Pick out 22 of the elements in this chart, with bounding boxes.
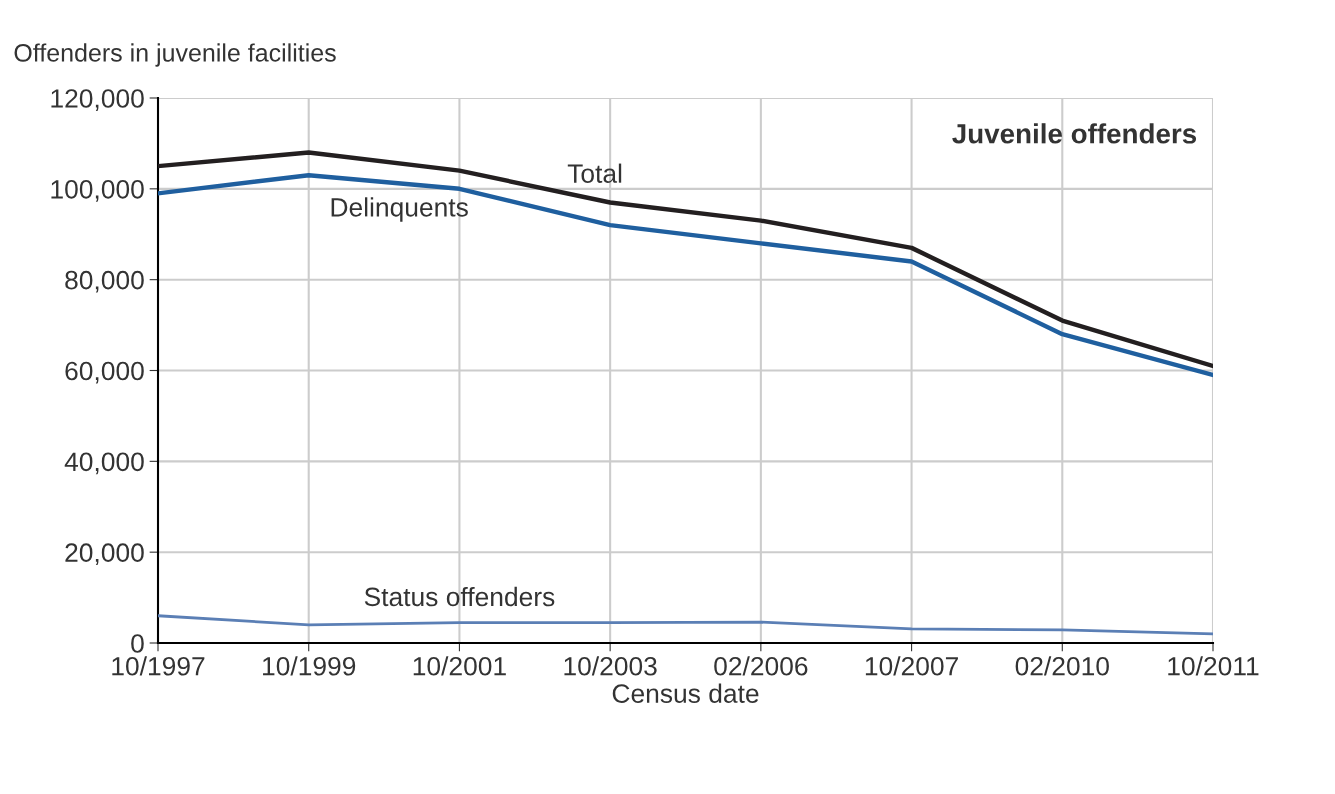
x-axis-title: Census date	[612, 683, 759, 703]
y-tick-label: 80,000	[65, 270, 144, 293]
y-tick-label: 0	[131, 634, 144, 653]
x-tick-label: 02/2006	[714, 656, 808, 676]
y-tick-label: 60,000	[65, 361, 144, 384]
line-series	[158, 614, 1213, 636]
x-tick-label: 10/2007	[865, 656, 958, 676]
y-tick-label: 40,000	[64, 452, 144, 475]
y-tick-label: 20,000	[65, 543, 144, 566]
x-tick-label: 10/2011	[1168, 656, 1259, 676]
series-label: Status offenders	[364, 586, 555, 607]
y-axis-title: Offenders in juvenile facilities	[14, 43, 336, 67]
x-tick-label: 10/1997	[112, 656, 205, 676]
x-tick-label: 10/1999	[263, 656, 356, 676]
x-tick-label: 10/2003	[564, 656, 657, 676]
x-tick-label: 10/2001	[413, 656, 506, 676]
y-tick-label: 120,000	[51, 89, 144, 111]
x-tick-label: 02/2010	[1015, 656, 1109, 676]
series-label: Delinquents	[331, 197, 468, 222]
series-label: Total	[567, 163, 622, 183]
text: Juvenile offenders	[952, 123, 1197, 144]
y-tick-label: 100,000	[51, 179, 144, 202]
